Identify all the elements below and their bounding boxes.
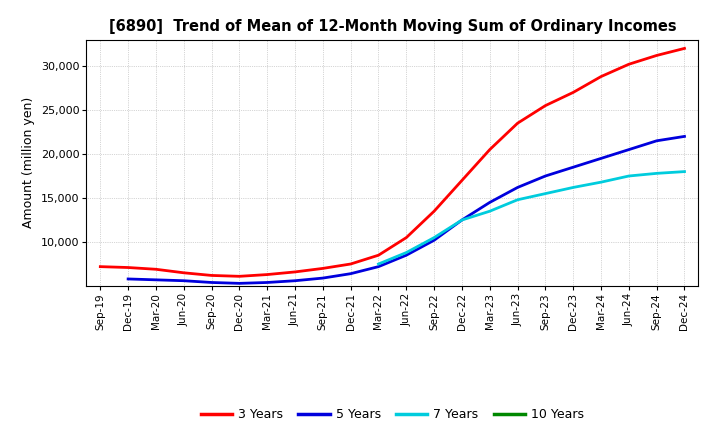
Y-axis label: Amount (million yen): Amount (million yen): [22, 97, 35, 228]
Title: [6890]  Trend of Mean of 12-Month Moving Sum of Ordinary Incomes: [6890] Trend of Mean of 12-Month Moving …: [109, 19, 676, 34]
Legend: 3 Years, 5 Years, 7 Years, 10 Years: 3 Years, 5 Years, 7 Years, 10 Years: [196, 403, 589, 426]
